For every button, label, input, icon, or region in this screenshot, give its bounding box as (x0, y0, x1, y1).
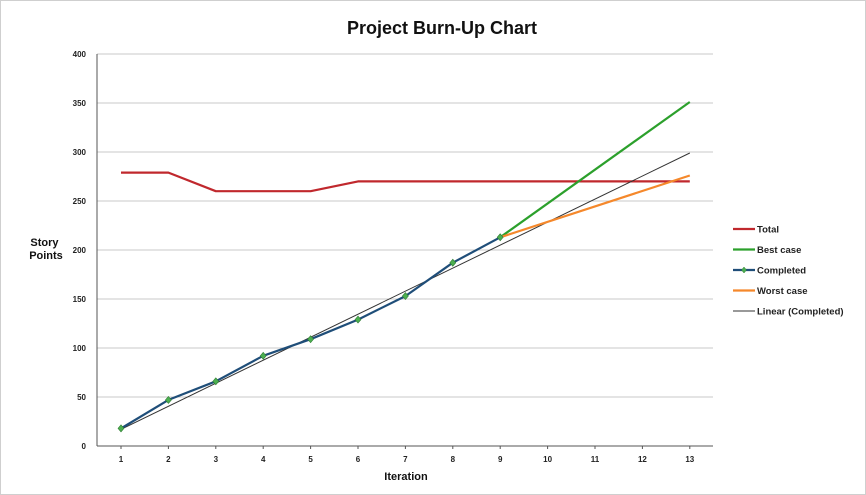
x-tick-5: 5 (308, 455, 313, 464)
y-tick-labels: 0 50 100 150 200 250 300 350 400 (73, 50, 87, 451)
x-tick-7: 7 (403, 455, 408, 464)
x-tick-10: 10 (543, 455, 552, 464)
legend-marker-completed (741, 266, 747, 274)
legend-label-completed: Completed (757, 266, 806, 277)
x-tick-12: 12 (638, 455, 647, 464)
y-tick-350: 350 (73, 99, 87, 108)
legend-label-best-case: Best case (757, 245, 801, 256)
x-tick-13: 13 (685, 455, 694, 464)
completed-point-5 (307, 335, 314, 344)
completed-point-6 (354, 315, 362, 324)
completed-point-1 (117, 424, 125, 433)
completed-point-8 (449, 258, 457, 267)
completed-point-2 (165, 395, 172, 404)
y-tick-0: 0 (82, 442, 87, 451)
x-tick-8: 8 (451, 455, 456, 464)
x-tick-3: 3 (214, 455, 219, 464)
x-tick-4: 4 (261, 455, 266, 464)
y-tick-300: 300 (73, 148, 87, 157)
x-tick-labels: 1 2 3 4 5 6 7 8 9 10 11 12 13 (119, 455, 695, 464)
completed-point-4 (259, 351, 267, 360)
x-tick-9: 9 (498, 455, 503, 464)
data-markers (117, 233, 504, 433)
x-axis-title: Iteration (384, 471, 428, 483)
series-line-total (121, 171, 690, 193)
y-axis-title: Story Points (29, 237, 63, 262)
completed-point-7 (402, 292, 409, 301)
x-tick-2: 2 (166, 455, 171, 464)
x-tick-1: 1 (119, 455, 124, 464)
y-tick-200: 200 (73, 246, 87, 255)
y-tick-150: 150 (73, 295, 87, 304)
y-tick-100: 100 (73, 344, 87, 353)
chart-title: Project Burn-Up Chart (347, 18, 537, 38)
legend-label-linear-completed: Linear (Completed) (757, 307, 844, 318)
y-tick-50: 50 (77, 393, 86, 402)
y-tick-250: 250 (73, 197, 87, 206)
legend: Total Best case Completed Worst case Linear … (733, 225, 844, 318)
series-line-completed (120, 236, 501, 430)
series-lines (120, 101, 691, 430)
completed-point-3 (212, 377, 220, 386)
completed-point-9 (496, 233, 504, 242)
y-tick-400: 400 (73, 50, 87, 59)
series-line-worst-case (499, 174, 691, 239)
axes (96, 54, 713, 449)
series-line-linear-completed (120, 152, 691, 430)
x-tick-11: 11 (591, 455, 600, 464)
legend-label-total: Total (757, 225, 779, 236)
legend-label-worst-case: Worst case (757, 286, 808, 297)
x-tick-6: 6 (356, 455, 361, 464)
gridlines (97, 53, 713, 398)
series-line-best-case (499, 101, 691, 239)
